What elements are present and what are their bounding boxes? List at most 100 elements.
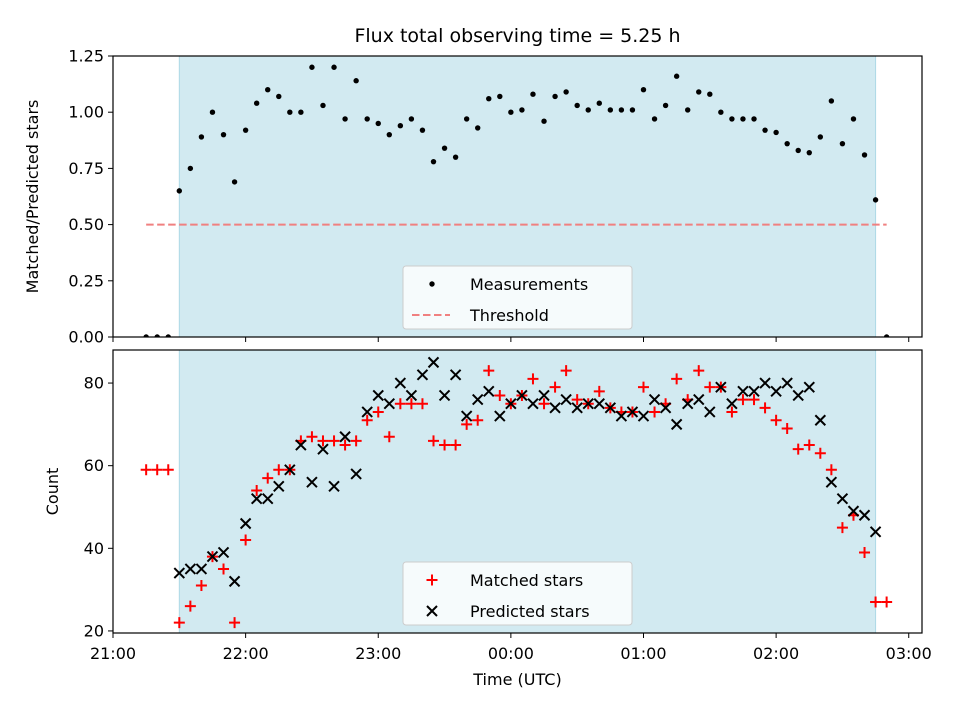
x-tick-label: 01:00 (620, 644, 666, 663)
data-point (784, 140, 790, 147)
data-point (693, 393, 705, 406)
data-point (265, 87, 271, 93)
x-tick-label: 03:00 (886, 644, 932, 663)
data-point (306, 476, 318, 488)
data-point (527, 373, 539, 385)
data-point (364, 116, 370, 122)
legend: Matched stars Predicted stars (402, 561, 633, 626)
legend-label: Threshold (469, 306, 549, 325)
data-point (173, 567, 186, 579)
data-point (372, 389, 384, 402)
x-axis-label: Time (UTC) (472, 670, 561, 689)
data-point (427, 356, 440, 369)
data-point (372, 406, 384, 418)
legend-label: Matched stars (470, 571, 583, 590)
data-point (416, 369, 429, 381)
x-tick-label: 02:00 (753, 644, 799, 663)
series-matched-stars (140, 365, 893, 629)
data-point (538, 389, 550, 402)
data-point (839, 140, 846, 147)
data-point (187, 165, 194, 172)
axes-frame (112, 55, 923, 338)
data-point (408, 116, 415, 122)
data-point (861, 152, 868, 158)
x-tick-label: 21:00 (90, 644, 136, 663)
data-point (814, 414, 827, 426)
data-point (494, 410, 506, 422)
data-point (184, 563, 197, 575)
data-point (615, 410, 628, 422)
data-point (737, 385, 749, 398)
data-point (825, 476, 838, 488)
data-point (649, 406, 661, 418)
data-point (795, 147, 801, 154)
data-point (836, 493, 849, 505)
data-point (461, 418, 473, 430)
x-tick-label: 22:00 (223, 644, 269, 663)
data-point (309, 64, 315, 70)
data-point (629, 107, 636, 113)
data-point (825, 464, 837, 476)
data-point (549, 381, 561, 393)
data-point (383, 398, 396, 410)
data-point (452, 154, 459, 160)
data-point (596, 100, 602, 106)
y-tick-label: 60 (84, 456, 104, 475)
data-point (803, 381, 815, 393)
data-point (220, 131, 227, 138)
data-point (659, 402, 672, 414)
data-point (770, 385, 782, 398)
data-point (386, 131, 392, 138)
data-point (872, 197, 879, 203)
data-point (505, 398, 517, 410)
data-point (673, 73, 680, 79)
data-point (328, 480, 340, 493)
data-point (585, 107, 591, 113)
data-point (684, 107, 691, 113)
data-point (173, 617, 185, 629)
y-tick-label: 40 (84, 539, 104, 558)
series-measurements (143, 64, 890, 337)
data-point (571, 402, 583, 414)
data-point (472, 414, 484, 426)
data-point (549, 402, 561, 414)
data-point (670, 418, 683, 431)
data-point (262, 472, 274, 484)
legend-box (402, 265, 633, 330)
data-point (718, 109, 724, 115)
data-point (439, 439, 451, 451)
y-tick-label: 0.50 (68, 215, 104, 234)
data-point (483, 385, 495, 398)
data-point (527, 398, 539, 410)
data-point (162, 464, 174, 476)
data-point (640, 87, 647, 93)
data-point (737, 394, 749, 406)
y-axis-label: Count (43, 468, 62, 516)
data-point (209, 109, 216, 115)
data-point (262, 493, 274, 505)
data-point (671, 373, 683, 385)
data-point (441, 145, 448, 151)
data-point (228, 575, 241, 588)
data-point (151, 464, 163, 476)
data-point (284, 464, 296, 476)
series-predicted-stars (173, 356, 882, 588)
data-point (762, 127, 768, 133)
y-tick-label: 20 (84, 621, 104, 640)
data-point (662, 102, 669, 109)
data-point (681, 398, 694, 410)
data-point (560, 393, 572, 406)
data-point (748, 394, 760, 406)
data-point (560, 365, 572, 377)
data-point (350, 435, 362, 447)
data-point (287, 109, 293, 115)
data-point (240, 534, 252, 546)
data-point (195, 579, 207, 591)
data-point (574, 102, 580, 109)
data-point (483, 365, 495, 377)
data-point (339, 439, 351, 451)
data-point (218, 563, 230, 575)
data-point (881, 596, 893, 608)
data-point (850, 116, 857, 122)
